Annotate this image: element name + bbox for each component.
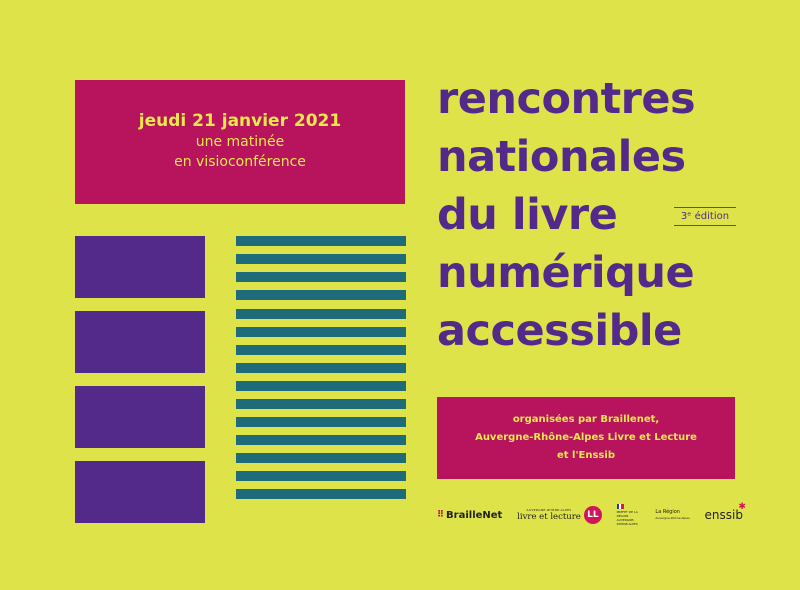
event-format-line2: en visioconférence [174, 154, 306, 170]
region-logo: La Région Auvergne-Rhône-Alpes [655, 509, 690, 520]
french-flag-icon [616, 504, 624, 509]
enssib-logo: enssib ✱ [704, 502, 746, 522]
braillenet-logo: ⠿ BrailleNet [437, 509, 503, 521]
decorative-purple-block [75, 311, 205, 373]
partner-logos: ⠿ BrailleNet AUVERGNE-RHÔNE-ALPES livre … [437, 500, 746, 530]
title-line: nationales [437, 132, 686, 182]
ll-badge-icon: LL [583, 506, 602, 524]
title-line: rencontres [437, 74, 696, 124]
organizers-box: organisées par Braillenet, Auvergne-Rhôn… [437, 397, 735, 479]
event-format-line1: une matinée [195, 134, 285, 150]
arald-logo: AUVERGNE-RHÔNE-ALPES livre et lecture LL [517, 506, 602, 524]
title-line: numérique [437, 248, 695, 298]
organizers-line2: Auvergne-Rhône-Alpes Livre et Lecture [475, 432, 697, 443]
event-date-box: jeudi 21 janvier 2021 une matinée en vis… [75, 80, 405, 204]
organizers-line1: organisées par Braillenet, [512, 414, 660, 425]
title-line: accessible [437, 306, 682, 356]
title-line: du livre [437, 190, 618, 240]
decorative-purple-block [75, 386, 205, 448]
decorative-purple-block [75, 461, 205, 523]
event-date: jeudi 21 janvier 2021 [138, 111, 342, 131]
decorative-purple-block [75, 236, 205, 298]
edition-badge: 3ᵉ édition [674, 207, 736, 226]
enssib-mark-icon: ✱ [738, 502, 746, 512]
braille-dots-icon: ⠿ [437, 510, 445, 520]
prefet-logo: PRÉFET DE LA RÉGION AUVERGNE-RHÔNE-ALPES [616, 504, 641, 526]
event-title: rencontres nationales du livre numérique… [437, 70, 696, 360]
organizers-line3: et l'Enssib [557, 450, 615, 461]
